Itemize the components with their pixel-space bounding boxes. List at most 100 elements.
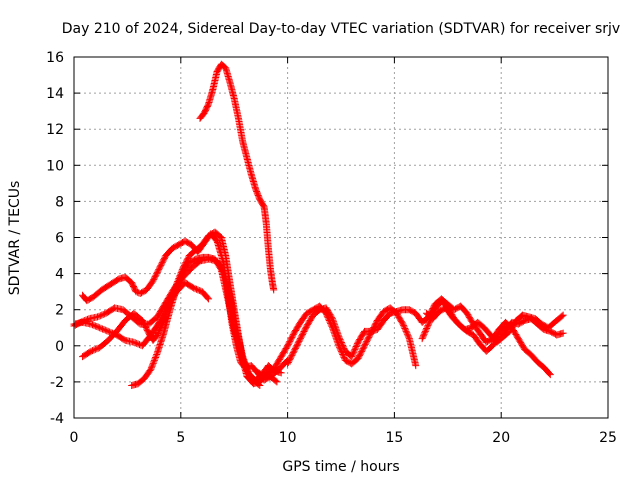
data-point-marker: [400, 323, 408, 331]
axis-ticks: 0 5 10 15 20 25 -4 -2 0 2 4 6 8 10 12 14 16: [46, 50, 617, 446]
data-point-marker: [237, 349, 245, 357]
data-point-marker: [104, 327, 112, 335]
data-point-marker: [150, 356, 158, 364]
data-point-marker: [192, 285, 200, 293]
data-point-marker: [204, 294, 212, 302]
y-tick-label: -4: [50, 411, 64, 427]
data-point-marker: [546, 371, 554, 379]
data-point-marker: [403, 330, 411, 338]
data-point-marker: [339, 352, 347, 360]
data-point-marker: [421, 327, 429, 335]
y-tick-label: 0: [55, 339, 64, 355]
data-point-marker: [175, 278, 183, 286]
data-point-marker: [205, 295, 213, 303]
data-point-marker: [331, 322, 339, 330]
data-point-marker: [270, 286, 278, 294]
data-point-marker: [174, 281, 182, 289]
x-tick-label: 10: [279, 430, 297, 446]
data-point-marker: [331, 321, 339, 329]
data-point-marker: [131, 339, 139, 347]
data-point-marker: [337, 339, 345, 347]
data-point-marker: [238, 354, 246, 362]
data-point-marker: [242, 364, 250, 372]
data-point-marker: [177, 274, 185, 282]
data-point-marker: [173, 284, 181, 292]
y-tick-label: 10: [46, 158, 64, 174]
data-point-marker: [150, 358, 158, 366]
x-tick-label: 5: [176, 430, 185, 446]
data-point-marker: [402, 327, 410, 335]
data-point-marker: [239, 355, 247, 363]
data-point-marker: [420, 330, 428, 338]
data-point-marker: [237, 351, 245, 359]
data-point-marker: [352, 343, 360, 351]
data-point-marker: [191, 285, 199, 293]
data-point-marker: [93, 313, 101, 321]
data-point-marker: [97, 324, 105, 332]
chart-title: Day 210 of 2024, Sidereal Day-to-day VTE…: [62, 21, 620, 37]
data-point-marker: [400, 322, 408, 330]
data-point-marker: [349, 350, 357, 358]
data-point-marker: [558, 312, 566, 320]
data-point-marker: [338, 340, 346, 348]
data-point-marker: [152, 352, 160, 360]
data-point-marker: [412, 362, 420, 370]
data-point-marker: [91, 345, 99, 353]
y-axis-label: SDTVAR / TECUs: [7, 181, 23, 296]
data-point-marker: [151, 355, 159, 363]
x-tick-label: 20: [492, 430, 510, 446]
data-point-marker: [90, 321, 98, 329]
data-point-marker: [348, 351, 356, 359]
data-point-marker: [419, 332, 427, 340]
data-point-marker: [238, 352, 246, 360]
data-point-marker: [89, 321, 97, 329]
data-point-marker: [239, 357, 247, 365]
data-point-marker: [405, 333, 413, 341]
data-point-marker: [149, 361, 157, 369]
data-point-marker: [339, 341, 347, 349]
data-point-marker: [418, 335, 426, 343]
data-point-marker: [334, 330, 342, 338]
data-point-marker: [87, 320, 95, 328]
data-point-marker: [99, 311, 107, 319]
data-point-marker: [353, 341, 361, 349]
x-axis-label: GPS time / hours: [282, 459, 399, 475]
data-point-marker: [84, 315, 92, 323]
data-point-marker: [421, 329, 429, 337]
data-point-marker: [130, 338, 138, 346]
data-point-marker: [332, 324, 340, 332]
data-point-marker: [337, 337, 345, 345]
data-point-marker: [241, 361, 249, 369]
series-arc-10: [422, 304, 567, 346]
data-point-marker: [255, 381, 263, 389]
data-point-marker: [559, 329, 567, 337]
data-point-marker: [194, 286, 202, 294]
x-tick-label: 0: [70, 430, 79, 446]
data-point-marker: [339, 343, 347, 351]
data-point-marker: [95, 312, 103, 320]
data-point-marker: [103, 327, 111, 335]
x-tick-label: 25: [599, 430, 617, 446]
data-point-marker: [340, 353, 348, 361]
data-point-marker: [423, 324, 431, 332]
data-point-marker: [101, 326, 109, 334]
data-point-marker: [272, 377, 280, 385]
data-point-marker: [332, 325, 340, 333]
data-point-marker: [149, 359, 157, 367]
data-point-marker: [98, 325, 106, 333]
data-point-marker: [89, 347, 97, 355]
data-point-marker: [350, 348, 358, 356]
data-point-marker: [333, 328, 341, 336]
data-point-marker: [425, 319, 433, 327]
data-point-marker: [153, 350, 161, 358]
data-point-marker: [422, 326, 430, 334]
data-point-marker: [336, 334, 344, 342]
data-point-marker: [330, 319, 338, 327]
data-point-marker: [148, 362, 156, 370]
data-point-marker: [423, 323, 431, 331]
data-point-marker: [328, 315, 336, 323]
data-point-marker: [350, 347, 358, 355]
y-tick-label: 12: [46, 122, 64, 138]
data-point-marker: [241, 363, 249, 371]
